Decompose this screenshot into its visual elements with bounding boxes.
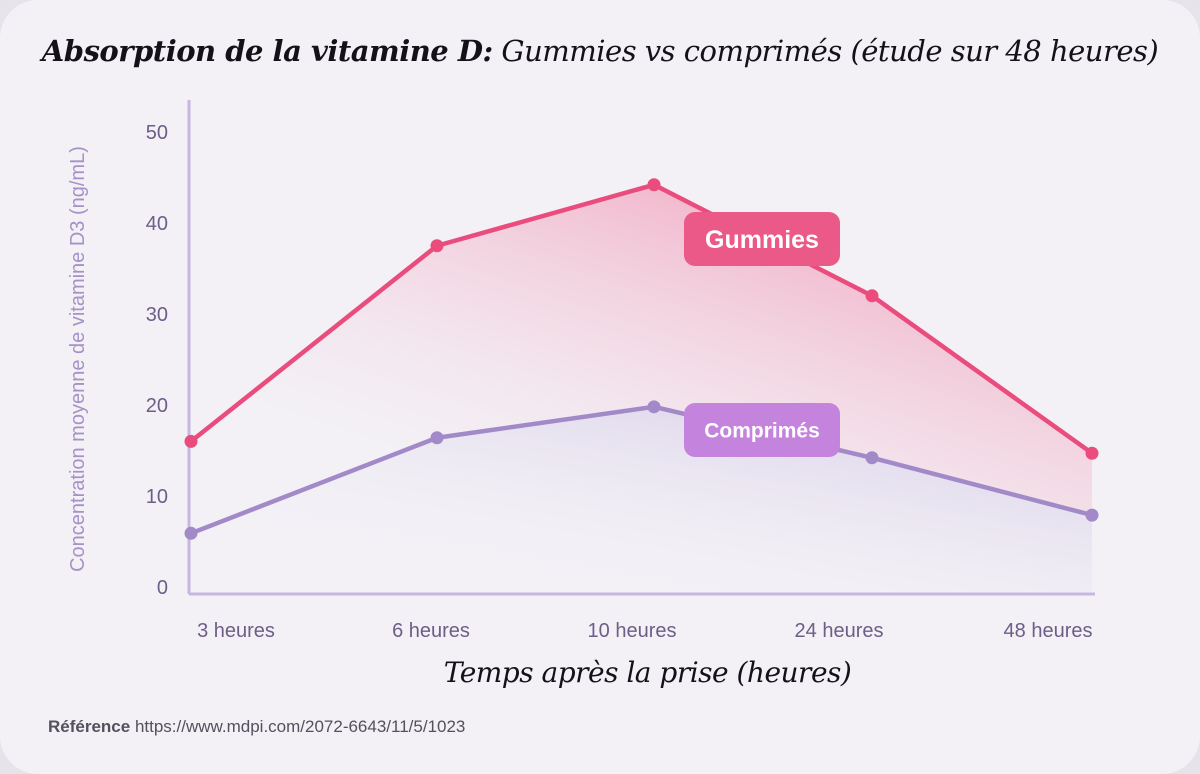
comprimes-point — [865, 451, 879, 465]
gummies-area — [191, 184, 1092, 534]
chart-title-rest: Gummies vs comprimés (étude sur 48 heure… — [501, 34, 1159, 68]
gummies-point — [865, 289, 879, 303]
chart-title-bold: Absorption de la vitamine D: — [41, 34, 493, 68]
gummies-badge-bg — [684, 212, 840, 266]
y-tick-label: 0 — [157, 577, 168, 599]
gummies-point — [430, 239, 444, 253]
y-tick-label: 30 — [146, 304, 168, 326]
chart-title: Absorption de la vitamine D: Gummies vs … — [0, 34, 1200, 68]
comprimes-point — [430, 431, 444, 445]
x-axis-label: Temps après la prise (heures) — [443, 656, 852, 689]
gummies-point — [184, 434, 198, 448]
reference-label: Référence — [48, 717, 131, 736]
gummies-badge-label: Gummies — [705, 226, 819, 254]
comprimes-badge-bg — [684, 403, 840, 457]
y-tick-label: 50 — [146, 122, 168, 144]
comprimes-badge-label: Comprimés — [704, 420, 820, 443]
x-tick-label: 24 heures — [795, 620, 884, 642]
y-tick-label: 40 — [146, 213, 168, 235]
comprimes-point — [1085, 508, 1099, 522]
comprimes-point — [184, 526, 198, 540]
comprimes-area — [191, 406, 1092, 592]
x-tick-label: 6 heures — [392, 620, 470, 642]
x-tick-label: 48 heures — [1004, 620, 1093, 642]
gummies-point — [1085, 446, 1099, 460]
gummies-point — [647, 178, 661, 192]
x-tick-label: 10 heures — [588, 620, 677, 642]
comprimes-point — [647, 400, 661, 414]
gummies-badge: Gummies — [684, 212, 840, 266]
y-tick-label: 20 — [146, 395, 168, 417]
comprimes-badge: Comprimés — [684, 403, 840, 457]
reference-url[interactable]: https://www.mdpi.com/2072-6643/11/5/1023 — [134, 717, 466, 736]
y-tick-label: 10 — [146, 486, 168, 508]
x-tick-label: 3 heures — [197, 620, 275, 642]
reference: Référence https://www.mdpi.com/2072-6643… — [48, 717, 465, 737]
